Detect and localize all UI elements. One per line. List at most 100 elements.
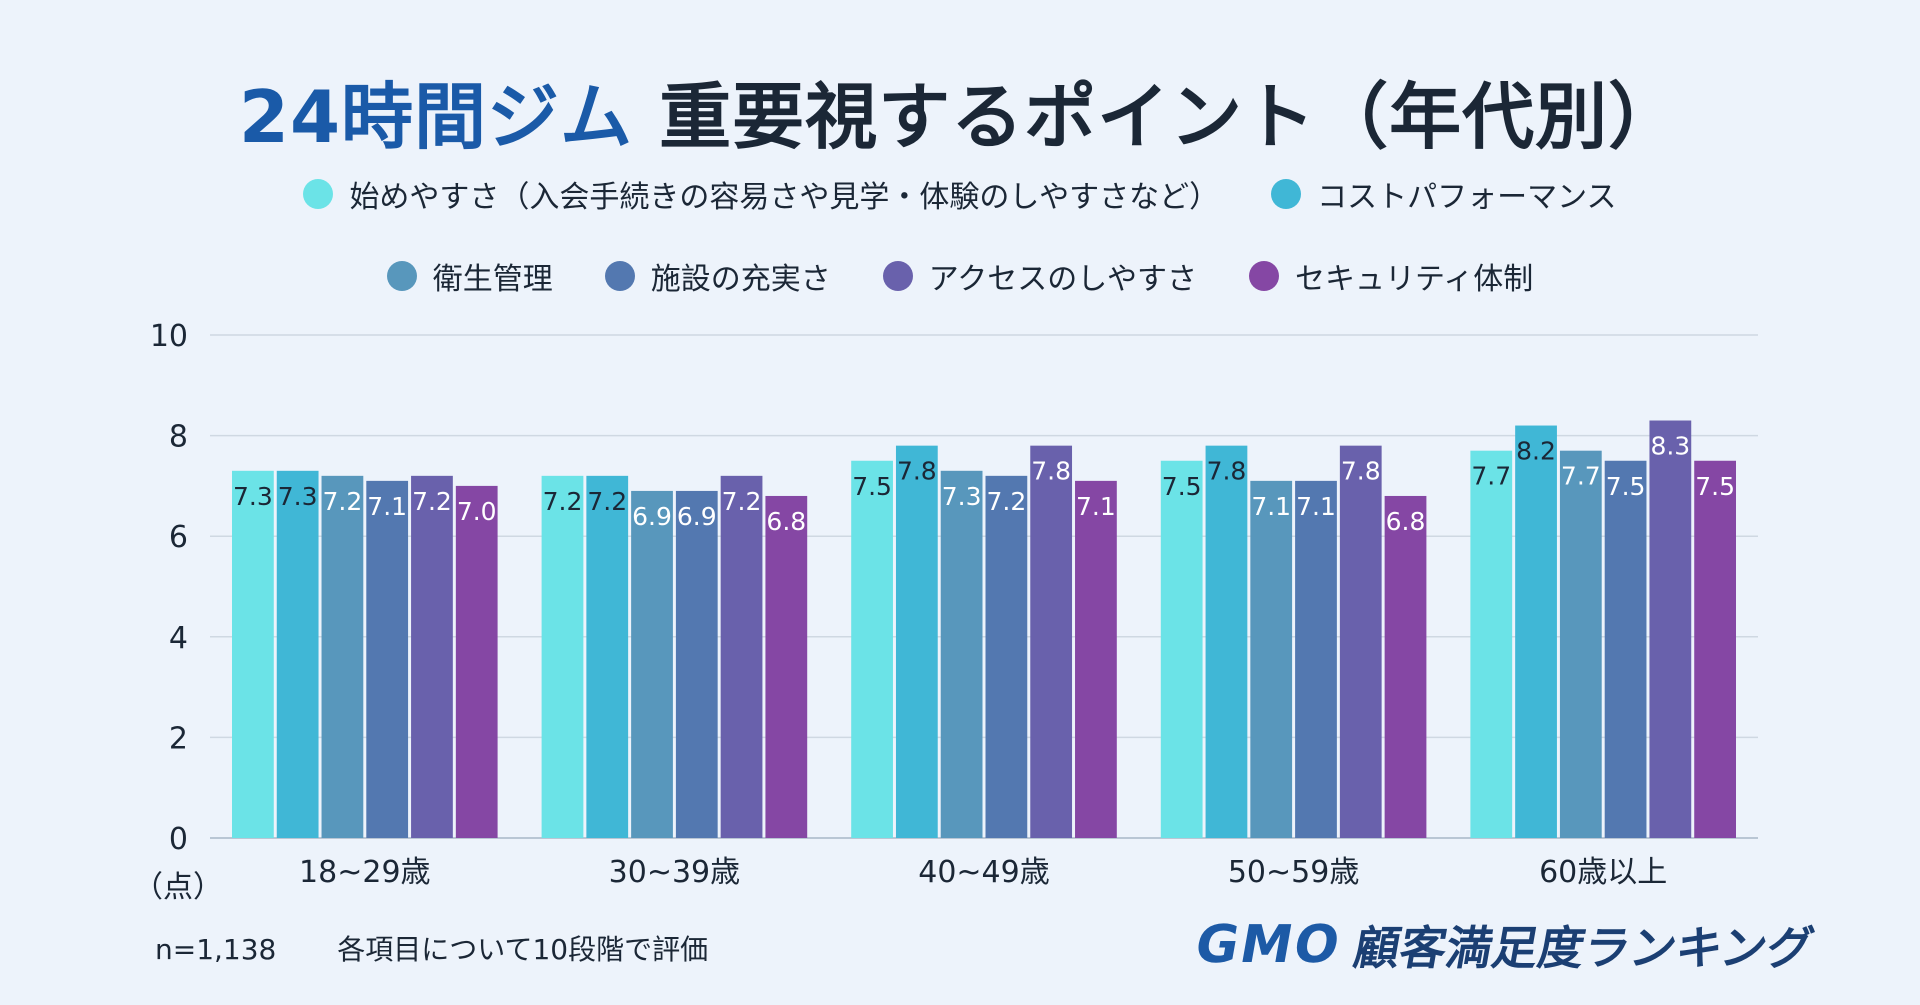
y-tick-label: 2 [169, 721, 188, 756]
legend-swatch-5 [1249, 261, 1279, 291]
title-part-2: 重要視するポイント（年代別） [659, 75, 1682, 159]
bar [895, 445, 938, 838]
x-tick-label: 30~39歳 [609, 855, 740, 890]
data-label: 7.7 [1561, 462, 1601, 491]
data-label: 6.8 [766, 507, 806, 536]
legend-item-security: セキュリティ体制 [1249, 254, 1533, 298]
bar [1030, 445, 1073, 838]
y-tick-label: 4 [169, 621, 188, 656]
bar [1694, 460, 1736, 838]
data-label: 7.5 [1162, 472, 1202, 501]
bar [232, 470, 274, 838]
legend-item-facilities: 施設の充実さ [604, 254, 831, 298]
data-label: 7.0 [457, 497, 497, 526]
bar [1205, 445, 1248, 838]
bar [1470, 450, 1513, 838]
data-label: 6.9 [677, 502, 717, 531]
y-tick-label: 6 [169, 520, 188, 555]
data-label: 7.2 [587, 487, 627, 516]
bar [851, 460, 893, 838]
x-tick-label: 18~29歳 [299, 855, 430, 890]
y-tick-label: 8 [169, 420, 188, 455]
data-label: 7.1 [1251, 492, 1291, 521]
brand-text: 顧客満足度ランキング [1349, 921, 1818, 975]
data-label: 7.2 [412, 487, 452, 516]
legend-swatch-3 [604, 261, 635, 291]
bar [1075, 480, 1117, 838]
bar [1339, 445, 1382, 838]
bar [675, 490, 718, 838]
legend-label-4: アクセスのしやすさ [928, 262, 1197, 297]
y-tick-label: 10 [150, 319, 188, 354]
data-label: 7.1 [1296, 492, 1336, 521]
data-label: 7.2 [987, 487, 1027, 516]
bar [1649, 420, 1692, 838]
data-label: 7.8 [1341, 457, 1381, 486]
legend-swatch-2 [386, 261, 417, 291]
bar [1515, 425, 1557, 838]
chart-title: 24時間ジム 重要視するポイント（年代別） [0, 58, 1920, 163]
x-tick-label: 40~49歳 [918, 855, 1049, 890]
sample-size: n=1,138 [155, 933, 277, 966]
footnote: n=1,138 各項目について10段階で評価 [155, 928, 708, 968]
bar [631, 490, 673, 838]
data-label: 7.2 [543, 487, 583, 516]
data-label: 7.3 [278, 482, 318, 511]
data-label: 7.1 [367, 492, 407, 521]
bar [1160, 460, 1203, 838]
legend-swatch-4 [882, 261, 913, 291]
legend-item-hygiene: 衛生管理 [386, 254, 553, 298]
y-tick-label: 0 [169, 822, 188, 857]
brand-mark: GMO [1190, 915, 1346, 975]
legend-row-1: 始めやすさ（入会手続きの容易さや見学・体験のしやすさなど） コストパフォーマンス [0, 172, 1920, 216]
y-axis-unit: （点） [133, 870, 223, 905]
legend-label-3: 施設の充実さ [650, 262, 831, 297]
legend-label-1: コストパフォーマンス [1317, 180, 1617, 215]
x-tick-label: 60歳以上 [1539, 855, 1667, 890]
brand-logo: GMO 顧客満足度ランキング [1191, 912, 1818, 978]
legend-item-start-ease: 始めやすさ（入会手続きの容易さや見学・体験のしやすさなど） [303, 172, 1219, 216]
bar [541, 475, 584, 838]
legend-swatch-1 [1271, 179, 1302, 209]
bar [985, 475, 1028, 838]
data-label: 7.8 [897, 457, 937, 486]
rating-note: 各項目について10段階で評価 [337, 933, 709, 966]
data-label: 7.5 [852, 472, 892, 501]
legend-label-0: 始めやすさ（入会手続きの容易さや見学・体験のしやすさなど） [349, 180, 1220, 215]
bar [1384, 495, 1427, 838]
bar [411, 475, 453, 838]
title-part-1: 24時間ジム [238, 75, 634, 159]
legend-label-5: セキュリティ体制 [1295, 262, 1534, 297]
data-label: 8.2 [1516, 437, 1556, 466]
data-label: 7.1 [1076, 492, 1116, 521]
data-label: 7.3 [942, 482, 982, 511]
bar [1559, 450, 1602, 838]
bar [366, 480, 409, 838]
bar [586, 475, 629, 838]
data-label: 7.8 [1207, 457, 1247, 486]
data-label: 7.2 [722, 487, 762, 516]
data-label: 7.3 [233, 482, 273, 511]
bar [321, 475, 364, 838]
bar [455, 485, 498, 838]
data-label: 7.5 [1695, 472, 1735, 501]
data-label: 6.8 [1386, 507, 1426, 536]
data-label: 7.7 [1471, 462, 1511, 491]
bar [940, 470, 983, 838]
legend-label-2: 衛生管理 [432, 262, 553, 297]
bar [1604, 460, 1647, 838]
bar [1295, 480, 1337, 838]
bar [276, 470, 319, 838]
legend-item-access: アクセスのしやすさ [882, 254, 1197, 298]
data-label: 8.3 [1650, 432, 1690, 461]
x-tick-label: 50~59歳 [1228, 855, 1359, 890]
data-label: 7.5 [1606, 472, 1646, 501]
legend-item-cost-performance: コストパフォーマンス [1271, 172, 1617, 216]
bar [720, 475, 763, 838]
bar [1250, 480, 1293, 838]
legend-row-2: 衛生管理 施設の充実さ アクセスのしやすさ セキュリティ体制 [0, 254, 1920, 298]
data-label: 7.8 [1031, 457, 1071, 486]
legend-swatch-0 [303, 179, 334, 209]
